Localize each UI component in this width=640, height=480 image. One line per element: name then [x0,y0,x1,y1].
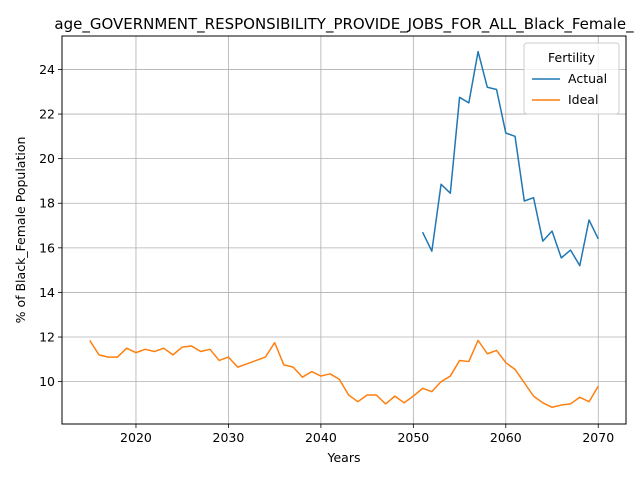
y-axis-label: % of Black_Female Population [13,137,28,324]
series-line-ideal [89,339,599,409]
legend: Fertility Actual Ideal [523,42,620,115]
plot-frame [61,35,627,425]
x-tick-label: 2030 [213,430,245,445]
legend-box [523,42,620,115]
y-tick-label: 20 [39,151,55,166]
chart-title: age_GOVERNMENT_RESPONSIBILITY_PROVIDE_JO… [54,15,634,34]
y-tick-label: 10 [39,374,55,389]
x-axis-label: Years [327,450,361,465]
y-axis-ticks: 10 12 14 16 18 20 22 24 [39,62,62,389]
y-tick-label: 24 [39,62,55,77]
x-tick-label: 2020 [120,430,152,445]
x-tick-label: 2040 [305,430,337,445]
y-tick-label: 16 [39,240,55,255]
x-tick-label: 2060 [490,430,522,445]
legend-title: Fertility [548,50,596,65]
y-tick-label: 18 [39,196,55,211]
y-tick-label: 14 [39,285,55,300]
series-lines [89,50,599,409]
y-tick-label: 12 [39,330,55,345]
legend-label-ideal: Ideal [568,92,598,107]
legend-label-actual: Actual [568,71,607,86]
x-tick-label: 2070 [582,430,614,445]
x-tick-label: 2050 [397,430,429,445]
y-tick-label: 22 [39,107,55,122]
series-line-actual [421,50,599,267]
x-axis-ticks: 2020 2030 2040 2050 2060 2070 [120,424,614,445]
legend-entries: Actual Ideal [532,71,607,107]
